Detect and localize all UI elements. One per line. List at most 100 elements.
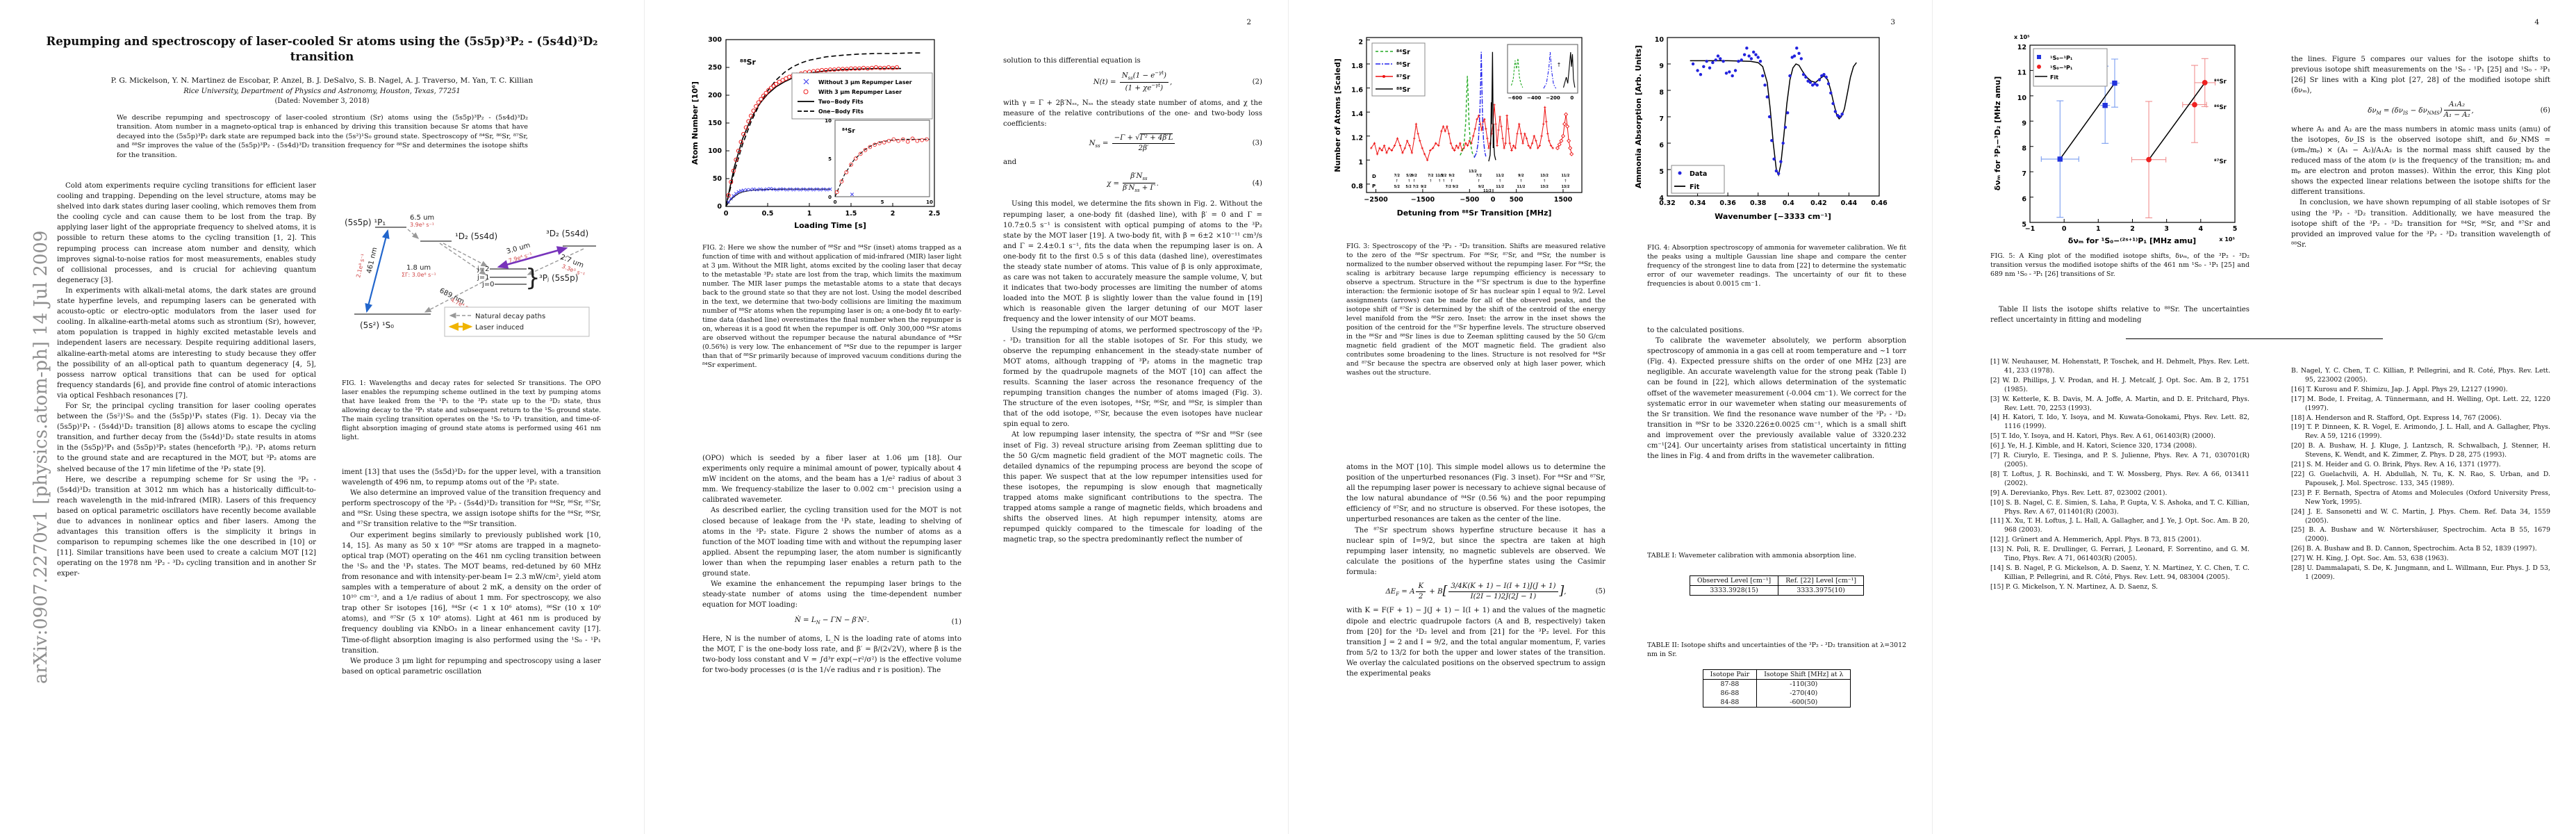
data-point-marker (741, 188, 745, 193)
data-point-marker (1551, 147, 1554, 149)
data-point-marker (1516, 132, 1519, 135)
data-point-marker (1797, 51, 1801, 55)
page3-column-right: to the calculated positions. To calibrat… (1647, 325, 1906, 461)
legend-label-2: ¹S₀−³P₁ (2050, 65, 2073, 71)
data-point-marker (821, 187, 825, 191)
paragraph: We produce 3 μm light for repumping and … (342, 657, 601, 676)
figure-3-spectroscopy-chart: −2500 −1500 −500 0 500 1500 0.8 1 1.2 1.4 1.6 1.8 2… (1333, 37, 1583, 218)
data-point-marker (873, 65, 879, 70)
paper-title-line2: transition (290, 50, 354, 63)
decay-1p1-1d2-arrow (407, 229, 420, 239)
series-1s0-3p1-points (2146, 80, 2208, 163)
figure-2-caption: FIG. 2: Here we show the number of ⁸⁸Sr … (702, 244, 961, 369)
data-point-marker (1826, 82, 1831, 85)
equation-5-number: (5) (1595, 587, 1605, 596)
page-3: 3 −2500 −1500 −500 0 500 1500 0.8 1 1.2 1.4 1.6 1.… (1288, 0, 1933, 834)
data-point-marker (1767, 115, 1772, 119)
tick-label: 2.5 (929, 210, 941, 218)
fig2-inset-box (834, 120, 930, 197)
data-point-marker (1831, 101, 1835, 106)
paper-title-line1: Repumping and spectroscopy of laser-cool… (46, 35, 598, 48)
data-point-marker (1431, 147, 1435, 149)
reference-item: [9] A. Derevianko, Phys. Rev. Lett. 87, … (1990, 489, 2168, 497)
table-2-wrap: Isotope Pair Isotope Shift [MHz] at λ 87… (1647, 669, 1906, 708)
data-point-marker (1535, 139, 1537, 142)
page3-column-left: atoms in the MOT [10]. This simple model… (1346, 462, 1605, 679)
data-point-marker (771, 187, 775, 191)
data-point-marker (743, 125, 748, 130)
data-point-marker (1813, 82, 1817, 85)
sr87-diamond-markers (1555, 112, 1574, 156)
tick-label: 10 (2017, 95, 2027, 102)
data-point-marker (1776, 172, 1781, 175)
inset-sr84-trace (1510, 58, 1524, 88)
data-point-marker (788, 187, 792, 191)
data-point-marker (758, 187, 762, 191)
data-point-marker (819, 67, 825, 73)
data-point-marker (777, 79, 782, 84)
tick-label: 4 (2198, 225, 2203, 233)
d-assignment-row: 7/2 5/29/2 7/2 11/25/2 9/2 7/2 11/2 9/2 13/2 11/2 (1394, 174, 1570, 178)
data-point-marker (1564, 112, 1569, 117)
data-point-marker (890, 65, 895, 70)
data-point-marker (1403, 147, 1406, 149)
legend-laser-label: Laser induced (475, 324, 524, 332)
data-point-marker (1761, 74, 1765, 78)
data-point-marker (1508, 142, 1511, 145)
tick-label: 0.32 (1659, 199, 1675, 207)
data-point-marker (1527, 144, 1530, 147)
data-point-marker (854, 156, 858, 161)
reference-item: [1] W. Neuhauser, M. Hohenstatt, P. Tosc… (1990, 358, 2249, 375)
tick-label: 8 (1659, 89, 1664, 97)
tick-label: ↑ (1498, 179, 1502, 183)
tick-label: 7/2 (1476, 174, 1482, 178)
data-point-marker (910, 136, 915, 141)
reference-item: [28] U. Dammalapati, S. De, K. Jungmann,… (2291, 564, 2550, 581)
data-point-marker (741, 131, 746, 137)
paragraph: atoms in the MOT [10]. This simple model… (1346, 464, 1605, 524)
data-point-marker (1370, 147, 1373, 149)
data-point-marker (1414, 122, 1418, 126)
data-point-marker (1804, 75, 1808, 79)
data-point-marker (1437, 144, 1440, 147)
table-2-pair: 87-88 (1720, 680, 1740, 688)
tick-label: 7/2 (1428, 174, 1433, 178)
tick-label: 2 (891, 210, 895, 218)
paragraph: the lines. Figure 5 compares our values … (2291, 56, 2550, 95)
page-number: 4 (2534, 18, 2539, 26)
data-point-marker (886, 138, 891, 143)
data-point-marker (825, 188, 829, 192)
data-point-marker (791, 188, 795, 192)
reference-item: [5] T. Ido, Y. Isoya, and H. Katori, Phy… (1990, 432, 2215, 441)
data-point-marker (1380, 149, 1383, 152)
data-point-marker (1790, 56, 1794, 59)
data-point-marker (752, 187, 756, 191)
inset-centroid-arrow: ↑ (1557, 62, 1562, 68)
equation-6-number: (6) (2540, 106, 2550, 115)
equation-2-number: (2) (1252, 78, 1262, 86)
p-assignment-row: 5/2 5/2 7/2 9/2 7/2 9/2 9/2 11/2 11/2 13/2 13/2 (1394, 185, 1570, 189)
data-point-marker (1737, 60, 1740, 63)
paragraph: and (1003, 158, 1017, 167)
data-point-marker (784, 76, 789, 81)
data-point-marker (736, 190, 741, 194)
data-point-marker (832, 67, 837, 72)
data-point-marker (1747, 54, 1751, 58)
brace-glyph: } (525, 264, 540, 292)
decay-1d2-3p2-arrow (443, 243, 488, 267)
data-point-marker (1772, 157, 1776, 161)
reference-item: [3] W. Ketterle, K. B. Davis, M. A. Joff… (1990, 395, 2249, 412)
data-point-marker (1505, 114, 1508, 117)
equation-4-number: (4) (1252, 179, 1262, 188)
data-point-marker (739, 189, 743, 193)
x-axis-label: Loading Time [s] (794, 221, 866, 230)
reference-item: [10] S. B. Nagel, C. E. Simien, S. Laha,… (1990, 498, 2249, 516)
data-point-marker (1785, 111, 1790, 115)
data-point-marker (1763, 83, 1767, 87)
tick-label: 5/2 (1405, 185, 1411, 189)
table-1-header-observed: Observed Level [cm⁻¹] (1690, 575, 1778, 586)
tick-label: ↑ (1543, 179, 1546, 183)
data-point-marker (727, 200, 731, 204)
page2-column-left: (OPO) which is seeded by a fiber laser a… (702, 453, 961, 676)
